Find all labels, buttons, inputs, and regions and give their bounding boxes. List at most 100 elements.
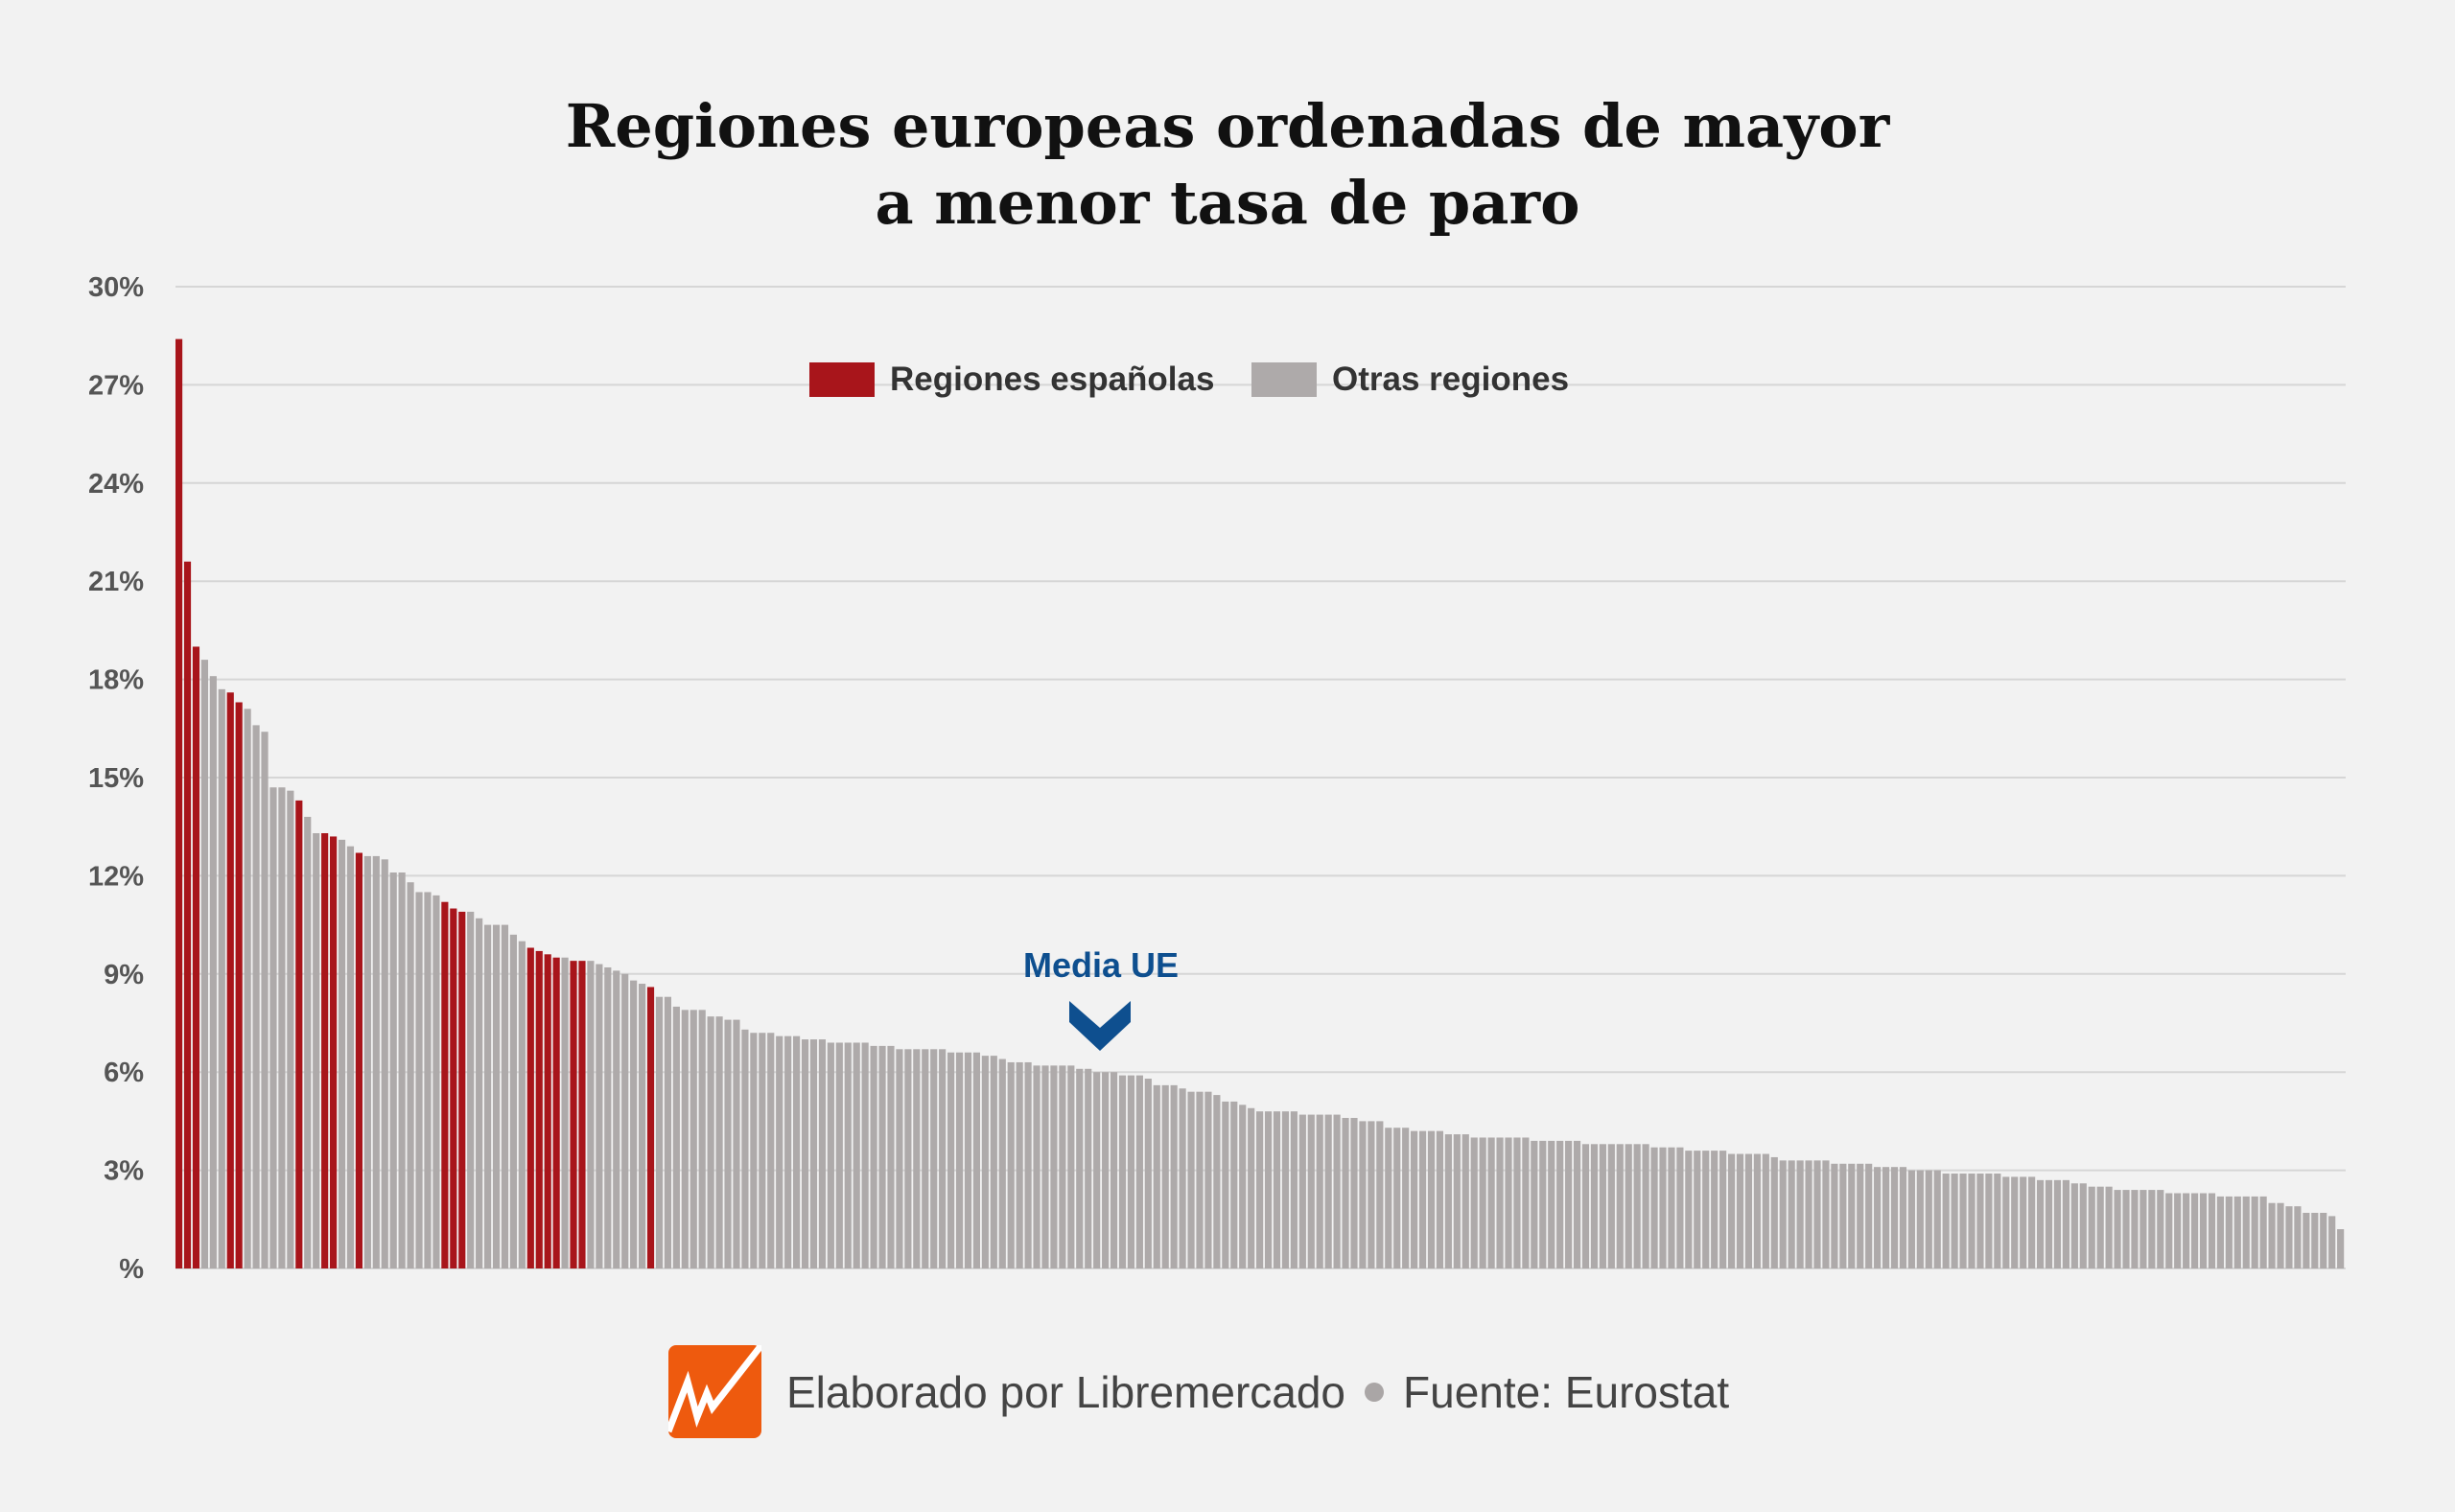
bar-other-region (741, 1029, 749, 1268)
bar-other-region (1727, 1153, 1736, 1268)
y-tick-label: 18% (88, 665, 144, 696)
bar-other-region (2131, 1190, 2139, 1268)
bar-other-region (1659, 1147, 1667, 1268)
bar-other-region (930, 1049, 938, 1268)
bar-other-region (1041, 1065, 1049, 1268)
bar-spanish-region (578, 961, 586, 1268)
bar-other-region (2096, 1186, 2104, 1268)
footer-credit: Elaborado por Libremercado (786, 1366, 1346, 1417)
legend-swatch-other (1251, 362, 1317, 397)
bar-other-region (1531, 1140, 1538, 1268)
bar-other-region (878, 1045, 886, 1268)
bar-other-region (1033, 1065, 1040, 1268)
bar-other-region (1230, 1101, 1238, 1268)
bar-other-region (896, 1049, 903, 1268)
bar-other-region (922, 1049, 929, 1268)
bar-other-region (2020, 1176, 2027, 1268)
bar-spanish-region (330, 836, 338, 1268)
bar-other-region (1599, 1144, 1606, 1268)
bar-other-region (1788, 1160, 1795, 1268)
bar-other-region (1907, 1170, 1915, 1268)
bar-other-region (2216, 1196, 2224, 1268)
bar-other-region (1067, 1065, 1075, 1268)
bar-other-region (861, 1042, 869, 1268)
bar-other-region (2114, 1190, 2121, 1268)
bar-other-region (2148, 1190, 2156, 1268)
bar-other-region (1418, 1130, 1427, 1268)
bar-other-region (484, 924, 492, 1268)
bar-other-region (733, 1019, 740, 1268)
bar-other-region (715, 1016, 723, 1268)
bar-other-region (2337, 1229, 2345, 1268)
bar-other-region (1556, 1140, 1564, 1268)
bar-other-region (913, 1049, 921, 1268)
bar-other-region (1385, 1128, 1392, 1268)
bar-other-region (1736, 1153, 1744, 1268)
bar-other-region (981, 1056, 989, 1268)
bar-other-region (776, 1035, 783, 1268)
legend-item-other: Otras regiones (1251, 361, 1569, 399)
bar-other-region (1135, 1075, 1143, 1268)
bar-other-region (707, 1016, 714, 1268)
libremercado-logo-icon (668, 1345, 761, 1438)
bar-other-region (2079, 1183, 2087, 1268)
bar-other-region (1393, 1128, 1401, 1268)
bar-other-region (1461, 1134, 1469, 1268)
bar-other-region (2002, 1176, 2010, 1268)
bar-other-region (1933, 1170, 1941, 1268)
bar-other-region (200, 660, 208, 1268)
bar-other-region (809, 1039, 818, 1268)
footer: Elaborado por Libremercado Fuente: Euros… (668, 1345, 1729, 1438)
bar-other-region (596, 964, 603, 1268)
bar-other-region (2105, 1186, 2113, 1268)
bar-other-region (1427, 1130, 1436, 1268)
bar-other-region (2251, 1196, 2258, 1268)
bar-other-region (1702, 1151, 1710, 1268)
bar-other-region (1479, 1137, 1486, 1268)
bar-other-region (2062, 1179, 2069, 1268)
bar-other-region (1487, 1137, 1495, 1268)
bar-other-region (1179, 1088, 1186, 1268)
bar-spanish-region (321, 833, 329, 1268)
bar-other-region (639, 984, 646, 1268)
bar-other-region (1548, 1140, 1555, 1268)
bar-other-region (1248, 1107, 1255, 1268)
bar-other-region (1161, 1084, 1169, 1268)
bar-other-region (1505, 1137, 1512, 1268)
bar-other-region (1959, 1174, 1967, 1268)
bar-other-region (2028, 1176, 2036, 1268)
bar-other-region (1239, 1105, 1247, 1268)
bar-other-region (501, 924, 509, 1268)
chevron-down-icon (1069, 1001, 1131, 1051)
bar-other-region (793, 1035, 801, 1268)
bar-other-region (1453, 1134, 1461, 1268)
bar-other-region (1711, 1151, 1718, 1268)
bar-other-region (561, 957, 569, 1268)
bar-spanish-region (544, 954, 551, 1268)
bar-other-region (1187, 1091, 1195, 1268)
bar-other-region (1298, 1114, 1306, 1268)
bar-spanish-region (355, 852, 362, 1268)
bar-other-region (655, 996, 664, 1268)
bar-spanish-region (458, 911, 466, 1268)
bar-other-region (1204, 1091, 1212, 1268)
bar-spanish-region (552, 957, 560, 1268)
bar-other-region (1376, 1121, 1384, 1268)
bar-other-region (1290, 1111, 1298, 1268)
bar-other-region (690, 1010, 697, 1268)
bar-other-region (2088, 1186, 2095, 1268)
bar-other-region (2311, 1212, 2319, 1268)
bar-other-region (433, 895, 440, 1268)
bar-other-region (1805, 1160, 1812, 1268)
bar-other-region (587, 961, 595, 1268)
legend-swatch-spanish (809, 362, 875, 397)
bar-other-region (1513, 1137, 1521, 1268)
bar-other-region (1625, 1144, 1632, 1268)
y-tick-label: 15% (88, 763, 144, 794)
bar-other-region (621, 973, 629, 1268)
bar-other-region (1590, 1144, 1599, 1268)
bar-other-region (1831, 1163, 1838, 1268)
bar-other-region (759, 1033, 766, 1268)
bar-other-region (1916, 1170, 1924, 1268)
